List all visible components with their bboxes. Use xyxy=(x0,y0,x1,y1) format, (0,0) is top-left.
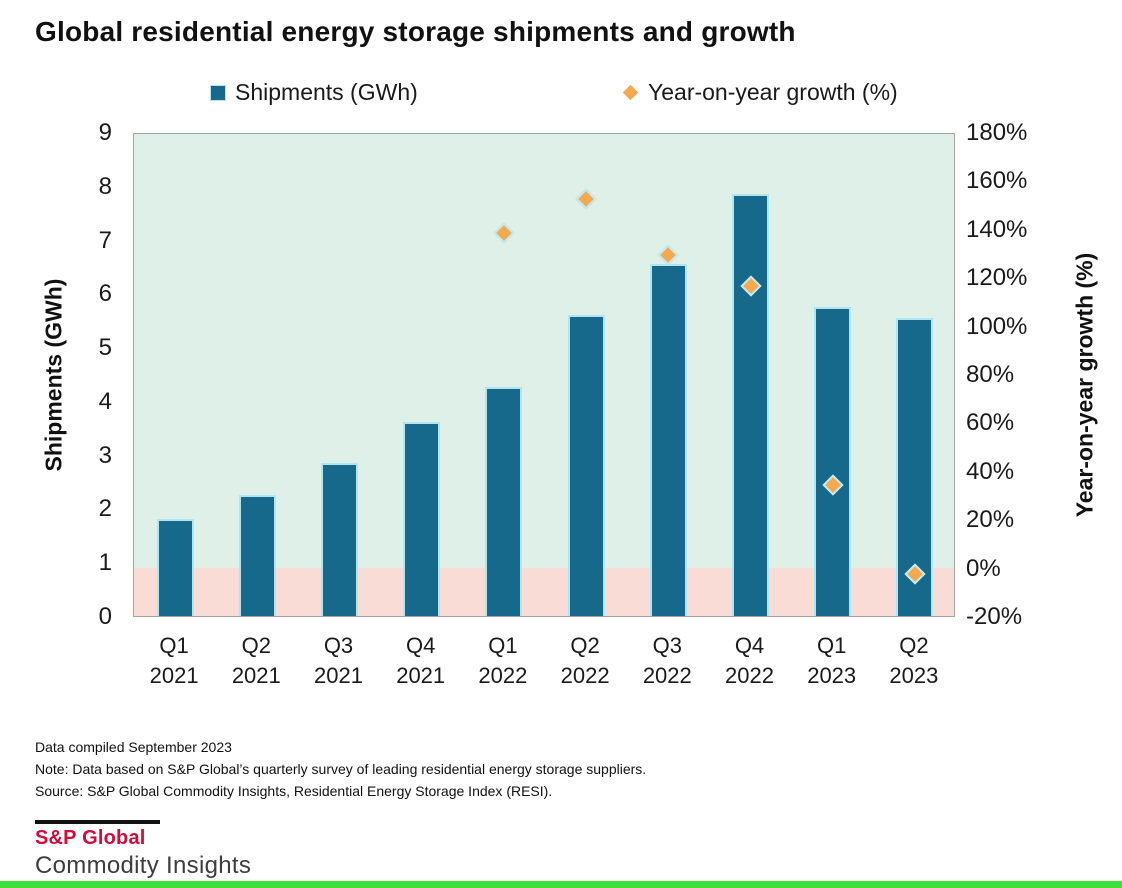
left-axis-tick-6: 6 xyxy=(98,280,112,308)
left-axis-tick-9: 9 xyxy=(98,119,112,146)
bar-q4-2021 xyxy=(403,422,441,616)
left-axis-tick-2: 2 xyxy=(98,495,112,523)
left-axis-tick-5: 5 xyxy=(98,334,112,362)
bar-q2-2021 xyxy=(238,495,276,616)
bar-q1-2023 xyxy=(814,306,852,616)
x-axis-label-q3-2021: Q3 2021 xyxy=(314,633,363,688)
footnote-data-compiled: Data compiled September 2023 xyxy=(35,739,232,755)
bar-q3-2022 xyxy=(649,263,687,616)
left-axis-tick-0: 0 xyxy=(98,603,112,630)
right-axis-tick-0: 0% xyxy=(966,554,1001,582)
bottom-accent-bar xyxy=(0,881,1122,888)
x-axis-label-q4-2021: Q4 2021 xyxy=(396,633,446,688)
legend-item-growth: Year-on-year growth (%) xyxy=(622,79,898,106)
right-axis-tick-60: 60% xyxy=(966,409,1015,437)
right-axis-tick-100: 100% xyxy=(966,312,1028,340)
footnotes: Data compiled September 2023 Note: Data … xyxy=(35,736,646,802)
left-axis-tick-8: 8 xyxy=(98,172,112,200)
footnote-note: Note: Data based on S&P Global’s quarter… xyxy=(35,761,647,777)
bar-q2-2023 xyxy=(896,317,934,616)
logo-division-text: Commodity Insights xyxy=(35,852,252,879)
bar-q3-2021 xyxy=(321,462,358,616)
right-axis-tick-20: 20% xyxy=(966,506,1015,534)
left-axis-tick-3: 3 xyxy=(98,441,112,469)
right-axis-title: Year-on-year growth (%) xyxy=(1071,252,1098,518)
bar-q1-2021 xyxy=(156,519,194,616)
bar-q4-2022 xyxy=(732,193,769,616)
right-axis-tick-120: 120% xyxy=(966,264,1028,292)
left-axis-tick-7: 7 xyxy=(98,226,112,254)
growth-point-q2-2022 xyxy=(575,188,597,210)
legend: Shipments (GWh) Year-on-year growth (%) xyxy=(0,79,1122,109)
right-axis-tick-40: 40% xyxy=(966,457,1015,485)
right-axis-tick-160: 160% xyxy=(966,167,1028,195)
right-axis-tick--20: -20% xyxy=(966,603,1023,630)
sp-global-logo: S&P Global Commodity Insights xyxy=(35,820,251,880)
x-axis-label-q3-2022: Q3 2022 xyxy=(642,633,692,688)
growth-point-q3-2022 xyxy=(657,244,679,266)
growth-diamond-icon xyxy=(622,84,639,101)
x-axis-label-q1-2023: Q1 2023 xyxy=(807,633,857,688)
logo-rule xyxy=(35,820,160,824)
left-axis-tick-4: 4 xyxy=(98,387,112,415)
x-axis-label-q1-2021: Q1 2021 xyxy=(149,633,199,688)
left-axis-tick-1: 1 xyxy=(98,549,112,577)
x-axis-label-q1-2022: Q1 2022 xyxy=(478,633,528,688)
right-axis-tick-140: 140% xyxy=(966,215,1028,243)
legend-label-growth: Year-on-year growth (%) xyxy=(648,79,898,105)
plot-area xyxy=(133,133,955,617)
shipments-square-icon xyxy=(210,84,226,101)
logo-brand-text: S&P Global xyxy=(35,827,146,849)
bar-q1-2022 xyxy=(485,387,523,616)
footnote-source: Source: S&P Global Commodity Insights, R… xyxy=(35,783,553,799)
legend-label-shipments: Shipments (GWh) xyxy=(235,79,418,105)
x-axis-label-q4-2022: Q4 2022 xyxy=(725,633,774,688)
bar-q2-2022 xyxy=(567,314,605,616)
chart-title: Global residential energy storage shipme… xyxy=(35,16,796,47)
legend-item-shipments: Shipments (GWh) xyxy=(210,79,418,106)
right-axis-tick-80: 80% xyxy=(966,361,1015,388)
growth-point-q1-2022 xyxy=(493,222,515,244)
x-axis-label-q2-2022: Q2 2022 xyxy=(560,633,610,688)
x-axis-label-q2-2021: Q2 2021 xyxy=(231,633,281,688)
x-axis-label-q2-2023: Q2 2023 xyxy=(889,633,939,688)
right-axis-tick-180: 180% xyxy=(966,119,1028,146)
